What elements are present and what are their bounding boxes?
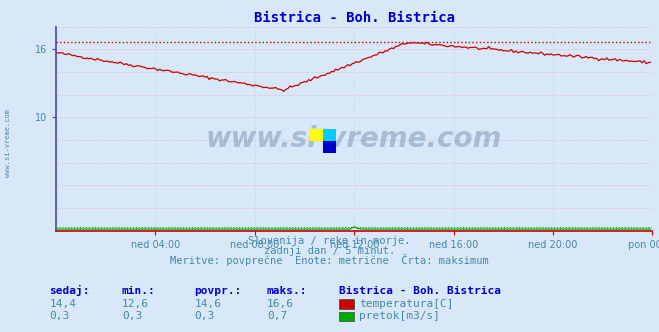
Text: maks.:: maks.: [267,286,307,296]
Bar [323,141,336,153]
Text: temperatura[C]: temperatura[C] [359,299,453,309]
Text: 14,4: 14,4 [49,299,76,309]
Text: Bistrica - Boh. Bistrica: Bistrica - Boh. Bistrica [339,286,501,296]
Bar [323,129,336,141]
Text: 0,3: 0,3 [49,311,70,321]
Text: www.si-vreme.com: www.si-vreme.com [206,125,502,153]
Text: Meritve: povprečne  Enote: metrične  Črta: maksimum: Meritve: povprečne Enote: metrične Črta:… [170,254,489,266]
Text: Slovenija / reke in morje.: Slovenija / reke in morje. [248,236,411,246]
Title: Bistrica - Boh. Bistrica: Bistrica - Boh. Bistrica [254,11,455,25]
Text: zadnji dan / 5 minut.: zadnji dan / 5 minut. [264,246,395,256]
Text: 0,3: 0,3 [194,311,215,321]
Text: pretok[m3/s]: pretok[m3/s] [359,311,440,321]
Text: www.si-vreme.com: www.si-vreme.com [5,109,11,177]
Text: 16,6: 16,6 [267,299,294,309]
Text: sedaj:: sedaj: [49,285,90,296]
Text: povpr.:: povpr.: [194,286,242,296]
Text: 0,7: 0,7 [267,311,287,321]
Bar [310,129,323,141]
Text: 0,3: 0,3 [122,311,142,321]
Text: 12,6: 12,6 [122,299,149,309]
Text: 14,6: 14,6 [194,299,221,309]
Text: min.:: min.: [122,286,156,296]
